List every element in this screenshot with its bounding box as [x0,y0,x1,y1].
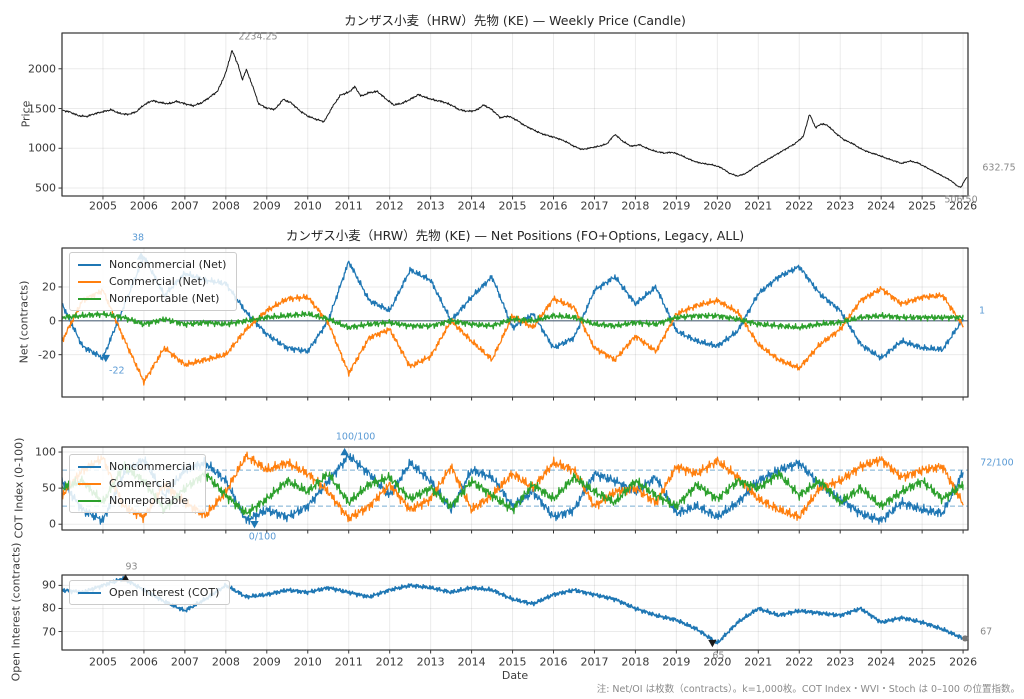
legend-line-swatch [78,465,101,468]
net-legend: Noncommercial (Net) Commercial (Net) Nonre… [69,252,238,311]
oi-y-axis-label: Open Interest (contracts) [9,542,23,682]
price-panel-title: カンザス小麦（HRW）先物 (KE) — Weekly Price (Candl… [344,13,686,28]
legend-label: Noncommercial (Net) [109,258,227,271]
legend-line-swatch [78,499,101,502]
legend-label: Commercial [109,477,175,490]
legend-line-swatch [78,280,101,283]
cot-y-axis-label: COT Index (0-100) [12,437,26,539]
legend-line-swatch [78,297,101,300]
cot-legend: Noncommercial Commercial Nonreportable [69,454,207,513]
price-y-axis-label: Price [19,100,33,128]
legend-label: Nonreportable [109,494,189,507]
legend-label: Open Interest (COT) [109,586,220,599]
legend-item-noncommercial: Noncommercial [78,460,195,473]
legend-item-open-interest-cot: Open Interest (COT) [78,586,219,599]
legend-line-swatch [78,591,101,594]
legend-label: Noncommercial [109,460,196,473]
x-axis-label: Date [501,669,529,682]
legend-item-nonreportable: Nonreportable [78,494,195,507]
legend-item-nonreportable-net: Nonreportable (Net) [78,292,226,305]
legend-line-swatch [78,263,101,266]
net-panel-title: カンザス小麦（HRW）先物 (KE) — Net Positions (FO+O… [285,228,745,243]
footnote: 注: Net/OI は枚数（contracts）。k=1,000枚。COT In… [596,684,1020,695]
legend-line-swatch [78,482,101,485]
oi-legend: Open Interest (COT) [69,580,231,605]
legend-item-noncommercial-net: Noncommercial (Net) [78,258,226,271]
net-y-axis-label: Net (contracts) [17,280,31,364]
legend-item-commercial-net: Commercial (Net) [78,275,226,288]
legend-item-commercial: Commercial [78,477,195,490]
legend-label: Nonreportable (Net) [109,292,220,305]
legend-label: Commercial (Net) [109,275,207,288]
